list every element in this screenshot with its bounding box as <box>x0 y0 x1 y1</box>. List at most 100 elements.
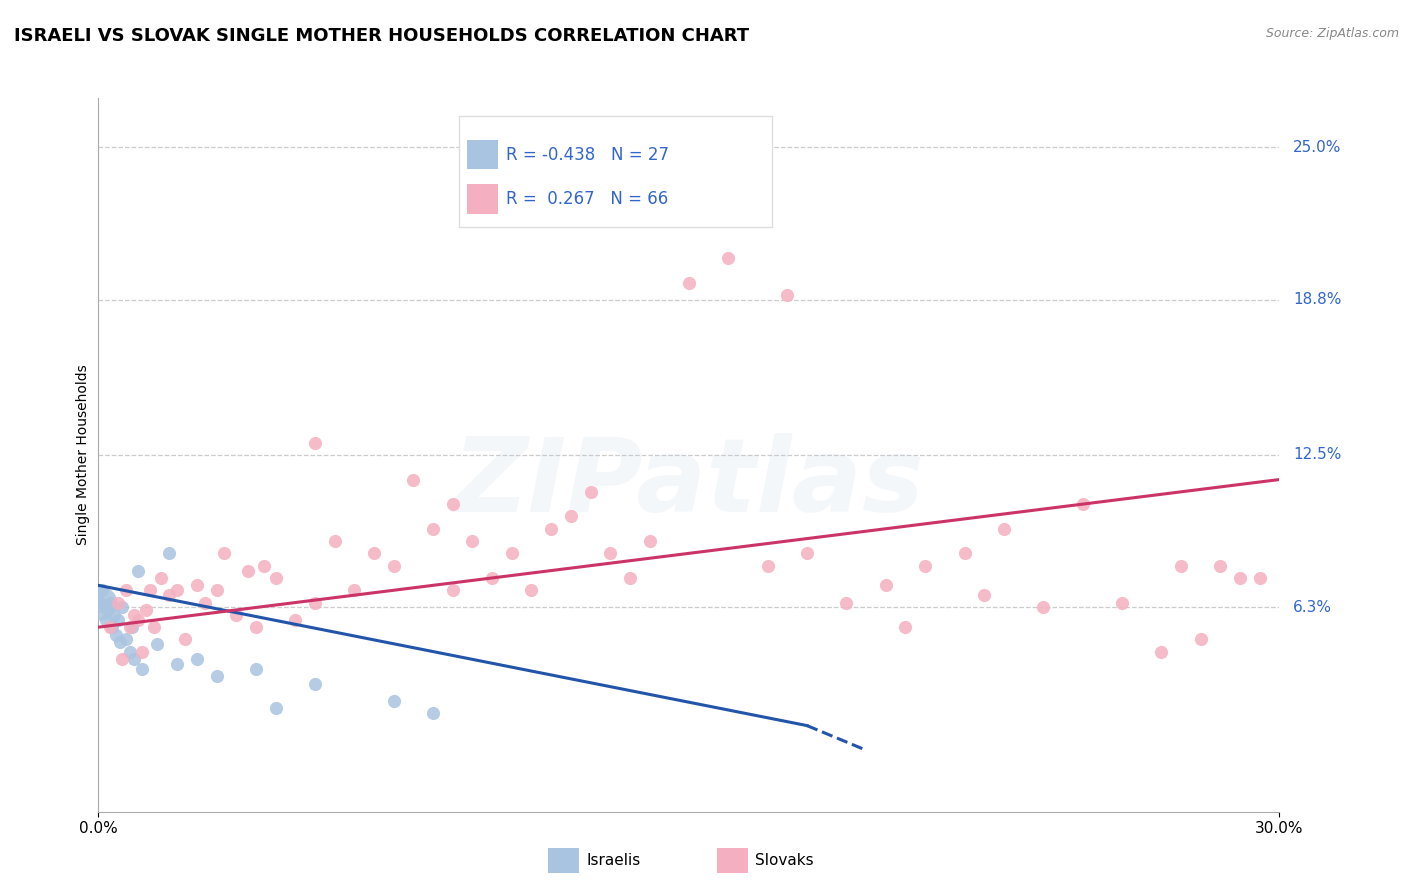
Point <box>111 600 134 615</box>
Point <box>875 578 897 592</box>
Point <box>166 657 188 671</box>
Point <box>214 546 236 560</box>
Point <box>107 613 129 627</box>
Text: ISRAELI VS SLOVAK SINGLE MOTHER HOUSEHOLDS CORRELATION CHART: ISRAELI VS SLOVAK SINGLE MOTHER HOUSEHOL… <box>14 27 749 45</box>
Y-axis label: Single Mother Households: Single Mother Households <box>76 365 90 545</box>
Point <box>115 583 138 598</box>
Point <box>93 600 115 615</box>
Point <box>343 583 366 598</box>
Point <box>638 534 661 549</box>
Point <box>953 546 976 560</box>
Point <box>402 473 425 487</box>
Point <box>776 288 799 302</box>
Point <box>481 571 503 585</box>
Point <box>540 522 562 536</box>
Point <box>1032 600 1054 615</box>
Point <box>835 596 858 610</box>
Point <box>245 620 267 634</box>
Point <box>717 251 740 265</box>
Point <box>363 546 385 560</box>
Point <box>1170 558 1192 573</box>
Point <box>194 596 217 610</box>
Point <box>135 603 157 617</box>
Point <box>1189 632 1212 647</box>
Text: ZIPatlas: ZIPatlas <box>453 433 925 534</box>
Point <box>89 596 111 610</box>
Point <box>236 564 259 578</box>
Point <box>225 607 247 622</box>
Point <box>157 546 180 560</box>
Point <box>382 694 405 708</box>
Point <box>146 637 169 651</box>
Point <box>264 571 287 585</box>
Point <box>579 484 602 499</box>
Point <box>304 435 326 450</box>
Point <box>142 620 165 634</box>
Text: 6.3%: 6.3% <box>1294 600 1333 615</box>
Point <box>205 583 228 598</box>
Text: 18.8%: 18.8% <box>1294 293 1341 308</box>
Point <box>619 571 641 585</box>
Point <box>1249 571 1271 585</box>
Point <box>127 613 149 627</box>
Point <box>422 706 444 721</box>
Point <box>186 578 208 592</box>
Point <box>520 583 543 598</box>
Point <box>1111 596 1133 610</box>
Point <box>122 652 145 666</box>
Point <box>205 669 228 683</box>
Point <box>914 558 936 573</box>
Point <box>1209 558 1232 573</box>
Point <box>98 596 121 610</box>
Point <box>98 620 121 634</box>
Text: R = -0.438   N = 27: R = -0.438 N = 27 <box>506 145 669 163</box>
Point <box>678 276 700 290</box>
Point <box>111 652 134 666</box>
Point <box>1150 645 1173 659</box>
Point <box>441 583 464 598</box>
Point <box>599 546 621 560</box>
Point <box>89 596 111 610</box>
Point <box>304 596 326 610</box>
Point <box>264 701 287 715</box>
Point <box>127 564 149 578</box>
Point <box>186 652 208 666</box>
Point <box>115 632 138 647</box>
Point <box>560 509 582 524</box>
Point <box>501 546 523 560</box>
Text: 25.0%: 25.0% <box>1294 140 1341 155</box>
Point <box>323 534 346 549</box>
Point <box>150 571 173 585</box>
Point <box>91 583 114 598</box>
Point <box>894 620 917 634</box>
Point <box>105 627 128 641</box>
Point <box>756 558 779 573</box>
Point <box>122 607 145 622</box>
Text: R =  0.267   N = 66: R = 0.267 N = 66 <box>506 190 669 208</box>
Point <box>166 583 188 598</box>
Point <box>441 497 464 511</box>
Point <box>253 558 276 573</box>
Text: Source: ZipAtlas.com: Source: ZipAtlas.com <box>1265 27 1399 40</box>
Point <box>796 546 818 560</box>
Point <box>174 632 197 647</box>
Point <box>107 596 129 610</box>
Point <box>422 522 444 536</box>
Point <box>993 522 1015 536</box>
Point <box>138 583 160 598</box>
Point <box>118 620 141 634</box>
Text: Israelis: Israelis <box>586 854 641 868</box>
Text: Slovaks: Slovaks <box>755 854 814 868</box>
Point <box>131 645 153 659</box>
Point <box>121 620 143 634</box>
Point <box>1071 497 1094 511</box>
Point <box>973 588 995 602</box>
Point <box>1229 571 1251 585</box>
Point <box>382 558 405 573</box>
Point <box>157 588 180 602</box>
Point <box>118 645 141 659</box>
Point <box>304 677 326 691</box>
Point <box>101 620 124 634</box>
Point <box>96 613 118 627</box>
Text: 12.5%: 12.5% <box>1294 448 1341 462</box>
